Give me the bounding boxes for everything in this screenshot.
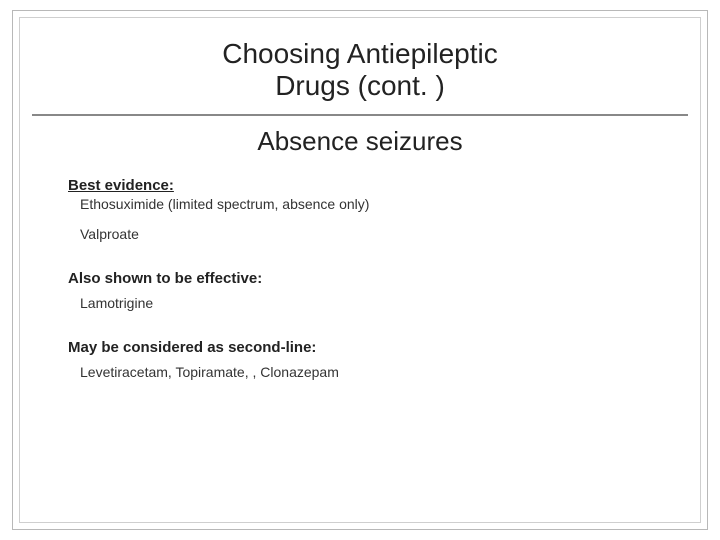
- section-2-item-1: Lamotrigine: [80, 295, 652, 311]
- section-heading-1: Best evidence:: [68, 177, 652, 194]
- outer-frame: Choosing Antiepileptic Drugs (cont. ) Ab…: [12, 10, 708, 530]
- section-1-item-1: Ethosuximide (limited spectrum, absence …: [80, 196, 652, 212]
- title-block: Choosing Antiepileptic Drugs (cont. ): [20, 18, 700, 110]
- content-area: Best evidence: Ethosuximide (limited spe…: [20, 177, 700, 380]
- inner-frame: Choosing Antiepileptic Drugs (cont. ) Ab…: [19, 17, 701, 523]
- section-heading-3: May be considered as second-line:: [68, 339, 652, 356]
- title-line-1: Choosing Antiepileptic: [20, 38, 700, 70]
- title-line-2: Drugs (cont. ): [20, 70, 700, 102]
- section-heading-2: Also shown to be effective:: [68, 270, 652, 287]
- section-3-item-1: Levetiracetam, Topiramate, , Clonazepam: [80, 364, 652, 380]
- section-1-item-2: Valproate: [80, 226, 652, 242]
- subtitle: Absence seizures: [20, 116, 700, 177]
